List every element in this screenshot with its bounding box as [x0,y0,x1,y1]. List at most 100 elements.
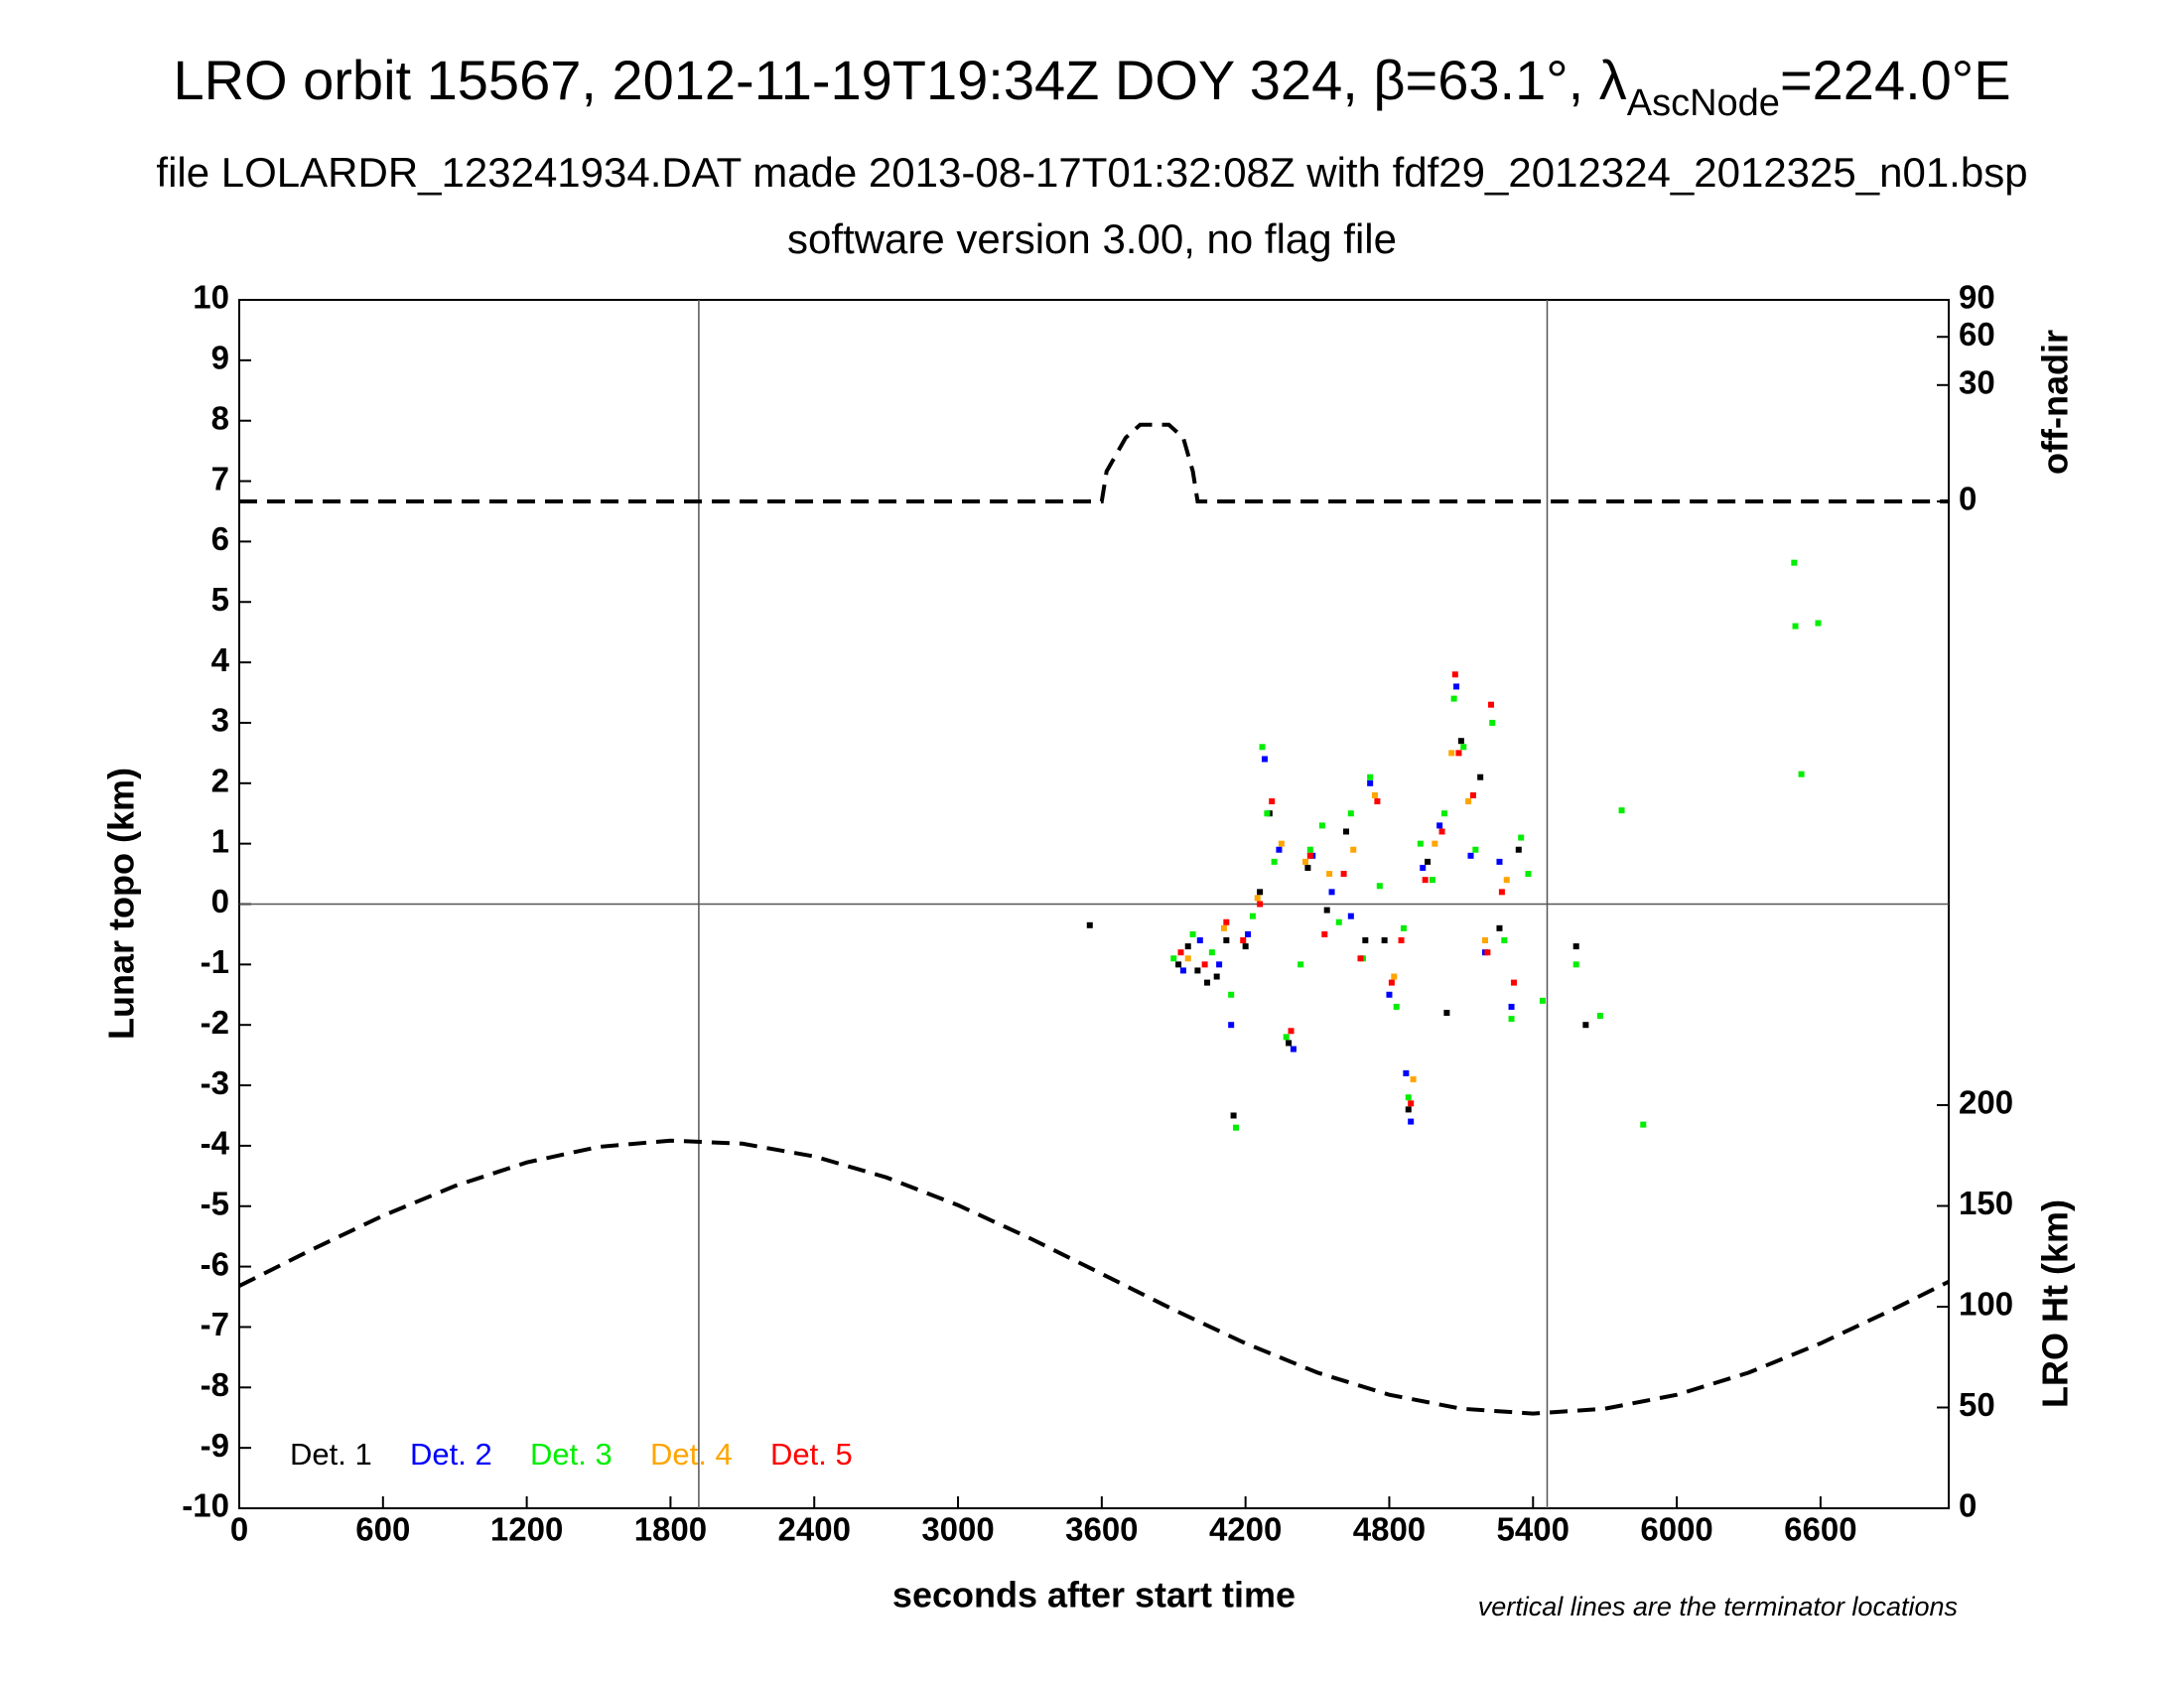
y-tick-label: -6 [201,1245,229,1282]
data-point [1242,943,1249,950]
data-point [1194,967,1201,974]
y-tick-label: -5 [201,1185,229,1221]
data-point [1596,1013,1603,1020]
data-point [1539,997,1546,1004]
data-point [1467,852,1474,859]
y-tick-label: 5 [211,581,229,618]
data-point [1438,828,1445,835]
data-point [1283,1034,1290,1041]
data-point [1326,871,1333,878]
data-point [1484,949,1491,956]
data-point [1276,846,1283,853]
data-point [1257,889,1264,896]
data-point [1498,889,1505,896]
y-tick-label: 10 [193,279,229,316]
data-point [1496,924,1503,931]
y3-axis-label: LRO Ht (km) [2035,1199,2076,1408]
data-point [1465,798,1472,805]
x-axis-label: seconds after start time [892,1575,1296,1616]
data-point [1245,930,1252,937]
data-point [1408,1118,1415,1125]
y-tick-label: 7 [211,460,229,496]
data-point [1460,744,1467,751]
title-subscript: AscNode [1627,82,1780,124]
data-point [1386,991,1393,998]
data-point [1393,1003,1400,1010]
data-point [1443,1010,1450,1017]
data-point [1367,774,1374,780]
data-point [1518,834,1525,841]
y-tick-label: -10 [182,1487,229,1524]
subtitle: software version 3.00, no flag file [787,215,1397,262]
x-tick-label: 600 [355,1511,410,1548]
subtitle: file LOLARDR_123241934.DAT made 2013-08-… [156,149,2027,196]
data-point [1451,671,1458,678]
data-point [1440,810,1447,817]
data-point [1228,1022,1235,1029]
legend-entry: Det. 1 [290,1437,372,1472]
data-point [1503,877,1510,884]
y3-tick-label: 0 [1959,1487,1977,1524]
data-point [1618,807,1625,814]
data-point [1201,961,1208,968]
data-point [1572,961,1579,968]
data-point [1343,828,1350,835]
data-point [1213,973,1220,980]
y-tick-label: 0 [211,883,229,919]
data-point [1175,961,1182,968]
x-tick-label: 3000 [921,1511,994,1548]
y-tick-label: 6 [211,520,229,557]
x-tick-label: 1200 [490,1511,563,1548]
height-line [238,1138,1950,1416]
data-point [1350,846,1357,853]
data-point [1429,877,1435,884]
data-point [1469,791,1476,798]
data-point [1371,791,1378,798]
data-point [1472,846,1479,853]
data-point [1232,1124,1239,1131]
data-point [1815,620,1822,627]
data-point [1335,918,1342,925]
legend-entry: Det. 4 [650,1437,733,1472]
legend-entry: Det. 5 [770,1437,853,1472]
data-point [1179,967,1186,974]
x-tick-label: 0 [230,1511,248,1548]
data-point [1196,937,1203,944]
data-point [1501,937,1508,944]
data-point [1477,774,1484,780]
data-point [1367,779,1374,786]
off-nadir-line [239,422,1949,503]
x-tick-label: 4800 [1353,1511,1426,1548]
data-point [1420,864,1427,871]
data-point [1301,858,1308,865]
data-point [1328,889,1335,896]
data-point [1448,750,1455,757]
data-point [1249,913,1256,919]
data-point [1271,858,1278,865]
x-tick-label: 2400 [778,1511,851,1548]
data-point [1189,930,1196,937]
data-point [1269,798,1276,805]
data-point [1417,840,1424,847]
data-point [1290,1046,1297,1053]
y2-tick-label: 60 [1959,316,1995,352]
y-tick-label: 4 [211,641,230,678]
y-tick-label: -7 [201,1306,229,1342]
y3-tick-label: 200 [1959,1084,2013,1121]
title-part: LRO orbit 15567, 2012-11-19T19:34Z DOY 3… [173,49,1626,111]
y-tick-label: 1 [211,822,229,859]
data-point [1223,937,1230,944]
x-tick-label: 4200 [1209,1511,1282,1548]
y2-axis-label: off-nadir [2035,330,2076,475]
data-point [1254,895,1261,902]
data-point [1208,949,1215,956]
data-point [1220,924,1227,931]
x-tick-label: 6600 [1784,1511,1856,1548]
title-part: =224.0°E [1780,49,2011,111]
data-point [1408,1100,1415,1107]
data-point [1457,738,1464,745]
data-point [1422,877,1429,884]
legend-entry: Det. 2 [410,1437,492,1472]
y-tick-label: -9 [201,1427,229,1464]
